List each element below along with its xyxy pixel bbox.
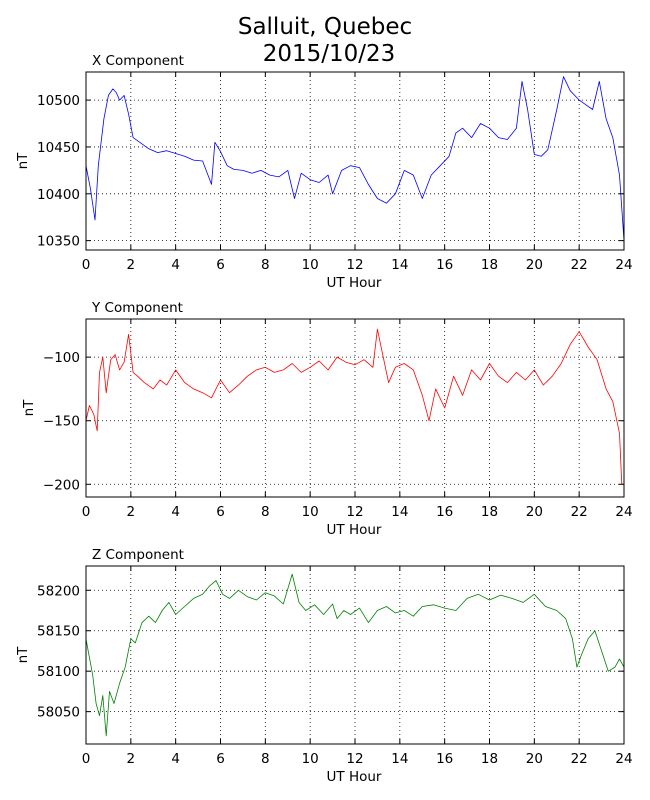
y-component-panel: Y Component UT Hour nT 0 2 4 6 8 10 12 14 16 18 20… [21,300,633,538]
x-component-title: X Component [92,53,184,69]
y-component-xtick-label-7: 14 [391,504,408,520]
x-component-xtick-label-11: 22 [571,257,588,273]
y-component-series-line [85,328,623,485]
x-component-ylabel: nT [15,152,31,170]
z-component-xtick-label-5: 10 [302,751,319,767]
z-component-xtick-label-1: 2 [127,751,136,767]
y-component-xtick-label-10: 20 [526,504,543,520]
x-component-series-line [85,76,625,241]
z-component-ytick-label-3: 58200 [37,583,80,599]
z-component-xtick-label-8: 16 [436,751,453,767]
z-component-xtick-label-0: 0 [82,751,91,767]
x-component-xtick-label-2: 4 [171,257,180,273]
y-component-ylabel: nT [21,399,37,417]
z-component-xtick-label-7: 14 [391,751,408,767]
z-component-xtick-label-12: 24 [615,751,632,767]
y-component-xtick-label-1: 2 [127,504,136,520]
y-component-xtick-label-5: 10 [302,504,319,520]
y-component-ytick-label-0: −200 [43,477,80,493]
z-component-ytick-label-0: 58050 [37,705,80,721]
y-component-title: Y Component [91,300,183,316]
x-component-ytick-label-0: 10350 [37,234,80,250]
y-component-xtick-label-2: 4 [171,504,180,520]
figure-title-line2: 2015/10/23 [263,41,396,67]
z-component-xtick-label-6: 12 [346,751,363,767]
z-component-xtick-label-11: 22 [571,751,588,767]
x-component-xtick-label-9: 18 [481,257,498,273]
x-component-xtick-label-1: 2 [127,257,136,273]
y-component-xtick-label-9: 18 [481,504,498,520]
z-component-xtick-label-4: 8 [261,751,270,767]
x-component-xtick-label-12: 24 [615,257,632,273]
y-component-xlabel: UT Hour [327,522,382,538]
x-component-xtick-label-10: 20 [526,257,543,273]
x-component-xtick-label-7: 14 [391,257,408,273]
y-component-xtick-label-3: 6 [216,504,225,520]
z-component-series-line [85,573,625,737]
z-component-xtick-label-10: 20 [526,751,543,767]
z-component-panel: Z Component UT Hour nT 0 2 4 6 8 10 12 14 16 18 20… [15,547,633,785]
x-component-xtick-label-0: 0 [82,257,91,273]
z-component-ytick-label-1: 58100 [37,664,80,680]
x-component-xtick-label-5: 10 [302,257,319,273]
x-component-ytick-label-1: 10400 [37,187,80,203]
z-component-title: Z Component [92,547,184,563]
y-component-xtick-label-8: 16 [436,504,453,520]
y-component-xtick-label-0: 0 [82,504,91,520]
figure-title-line1: Salluit, Quebec [238,14,412,40]
z-component-xtick-label-9: 18 [481,751,498,767]
z-component-ylabel: nT [15,646,31,664]
x-component-panel: X Component UT Hour nT 0 2 4 6 8 10 12 14 16 18 20… [15,53,633,291]
z-component-xlabel: UT Hour [327,769,382,785]
y-component-xtick-label-12: 24 [615,504,632,520]
y-component-xtick-label-6: 12 [346,504,363,520]
x-component-xlabel: UT Hour [327,275,382,291]
y-component-ytick-label-2: −100 [43,350,80,366]
x-component-xtick-label-6: 12 [346,257,363,273]
y-component-xtick-label-11: 22 [571,504,588,520]
y-component-xtick-label-4: 8 [261,504,270,520]
z-component-xtick-label-3: 6 [216,751,225,767]
z-component-ytick-label-2: 58150 [37,624,80,640]
x-component-xtick-label-3: 6 [216,257,225,273]
z-component-xtick-label-2: 4 [171,751,180,767]
x-component-ytick-label-3: 10500 [37,93,80,109]
x-component-xtick-label-4: 8 [261,257,270,273]
x-component-ytick-label-2: 10450 [37,140,80,156]
x-component-xtick-label-8: 16 [436,257,453,273]
y-component-ytick-label-1: −150 [43,414,80,430]
